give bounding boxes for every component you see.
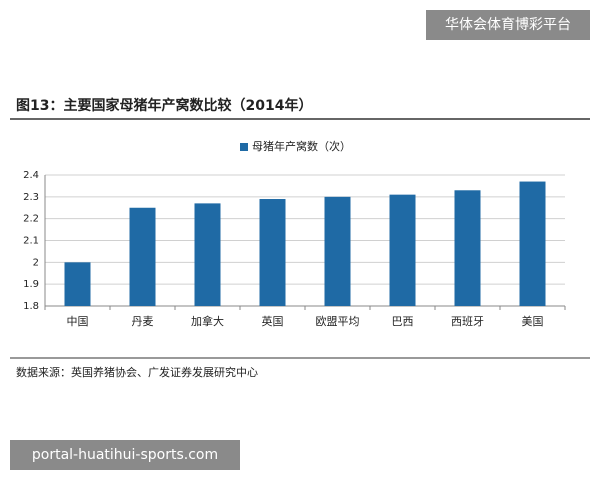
x-tick-label: 美国	[522, 315, 544, 328]
y-tick-label: 1.9	[23, 279, 39, 290]
bar	[389, 194, 416, 306]
y-tick-label: 2.2	[23, 214, 39, 225]
x-tick-label: 加拿大	[191, 314, 224, 328]
x-tick-label: 巴西	[392, 315, 414, 328]
x-tick-label: 英国	[262, 314, 284, 328]
bar	[324, 196, 351, 306]
bar	[194, 203, 221, 306]
legend-label: 母猪年产窝数（次）	[252, 139, 351, 153]
bar	[64, 262, 91, 306]
chart-title: 图13：主要国家母猪年产窝数比较（2014年）	[16, 97, 312, 114]
y-tick-label: 2.3	[23, 192, 39, 203]
y-tick-label: 1.8	[23, 301, 39, 312]
bar	[259, 199, 286, 306]
source: 数据来源：英国养猪协会、广发证券发展研究中心	[16, 365, 258, 379]
bar	[519, 181, 546, 306]
y-tick-label: 2.1	[23, 236, 39, 247]
y-tick-label: 2.4	[23, 170, 39, 181]
legend-swatch	[240, 143, 248, 151]
bar	[454, 190, 481, 306]
bar	[129, 207, 156, 306]
y-tick-label: 2	[33, 257, 39, 268]
x-tick-label: 丹麦	[132, 315, 154, 328]
watermark-box	[10, 440, 240, 470]
x-tick-label: 中国	[67, 315, 89, 328]
x-tick-label: 西班牙	[451, 315, 484, 328]
watermark-box	[426, 10, 590, 40]
x-tick-label: 欧盟平均	[316, 315, 360, 328]
watermark-top: 华体会体育博彩平台	[445, 16, 571, 33]
watermark-bottom: portal-huatihui-sports.com	[32, 447, 218, 463]
